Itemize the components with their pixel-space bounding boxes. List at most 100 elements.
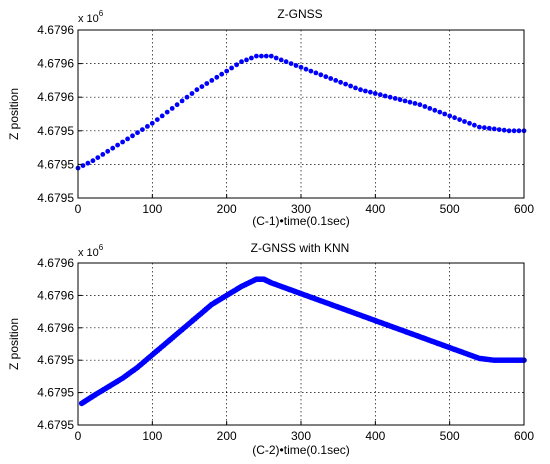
x-tick-label: 400 bbox=[365, 202, 385, 216]
data-point bbox=[363, 88, 368, 94]
data-point bbox=[130, 133, 135, 139]
data-point bbox=[407, 99, 413, 105]
data-point bbox=[229, 65, 235, 71]
x-tick-label: 0 bbox=[75, 429, 82, 443]
data-point bbox=[145, 124, 150, 129]
y-tick-label: 4.6795 bbox=[37, 418, 74, 432]
x-tick-label: 400 bbox=[365, 429, 385, 443]
data-point bbox=[184, 94, 190, 100]
data-point bbox=[95, 155, 101, 161]
data-point bbox=[491, 126, 497, 132]
y-axis-label: Z position bbox=[7, 88, 21, 140]
data-point bbox=[214, 74, 220, 80]
x-tick-label: 200 bbox=[217, 202, 237, 216]
x-tick-label: 300 bbox=[291, 429, 311, 443]
data-point bbox=[462, 119, 467, 124]
data-point bbox=[110, 145, 116, 151]
panel-z-gnss-knn: Z-GNSS with KNN x 106 0 100 200 300 400 500 60… bbox=[7, 241, 534, 457]
data-point bbox=[179, 98, 185, 104]
data-point bbox=[477, 124, 482, 130]
data-point bbox=[392, 96, 398, 101]
data-point bbox=[516, 128, 522, 134]
data-point bbox=[115, 142, 120, 148]
data-point bbox=[402, 98, 408, 104]
x-tick-label: 300 bbox=[291, 202, 311, 216]
data-point bbox=[457, 117, 462, 122]
data-point bbox=[442, 111, 448, 117]
x-tick-label: 600 bbox=[514, 429, 534, 443]
data-point bbox=[298, 64, 304, 70]
x-tick-label: 0 bbox=[75, 202, 82, 216]
data-point bbox=[273, 55, 279, 61]
y-tick-label: 4.6796 bbox=[37, 288, 74, 302]
data-point bbox=[149, 120, 155, 126]
data-point bbox=[224, 68, 230, 74]
data-point bbox=[437, 109, 443, 115]
data-point bbox=[353, 85, 358, 91]
data-point bbox=[174, 102, 180, 108]
data-point bbox=[219, 71, 225, 77]
data-point bbox=[244, 57, 249, 63]
x-tick-label: 100 bbox=[142, 429, 162, 443]
data-markers bbox=[75, 53, 527, 171]
grid-lines bbox=[78, 263, 524, 425]
data-point bbox=[382, 93, 388, 99]
x-tick-label: 500 bbox=[440, 429, 460, 443]
exponent-label: x 106 bbox=[78, 9, 104, 25]
x-tick-label: 200 bbox=[217, 429, 237, 443]
data-point bbox=[85, 160, 91, 166]
data-point bbox=[417, 102, 423, 108]
data-point bbox=[194, 87, 200, 93]
x-tick-label: 500 bbox=[440, 202, 460, 216]
axis-ticks: 0 100 200 300 400 500 600 4.6795 4.6795 4.6795 4.6… bbox=[37, 256, 534, 443]
y-tick-label: 4.6795 bbox=[37, 191, 74, 205]
data-point bbox=[452, 115, 457, 121]
data-point bbox=[308, 68, 314, 74]
y-axis-label: Z position bbox=[7, 318, 21, 370]
data-point bbox=[259, 53, 264, 59]
data-point bbox=[159, 113, 165, 119]
data-point bbox=[328, 76, 334, 81]
data-point bbox=[348, 83, 353, 89]
data-point bbox=[164, 109, 170, 115]
data-point bbox=[486, 125, 492, 131]
data-point bbox=[496, 127, 502, 132]
x-axis-label: (C-1)•time(0.1sec) bbox=[252, 214, 350, 228]
y-tick-label: 4.6796 bbox=[37, 321, 74, 335]
data-point bbox=[303, 66, 309, 72]
data-point bbox=[511, 128, 517, 134]
y-tick-label: 4.6795 bbox=[37, 386, 74, 400]
data-point bbox=[501, 127, 507, 133]
y-tick-label: 4.6796 bbox=[37, 90, 74, 104]
panel-z-gnss: Z-GNSS x 106 0 100 200 300 400 500 600 4.6795 4.… bbox=[7, 7, 534, 228]
data-point bbox=[467, 120, 472, 126]
chart-title: Z-GNSS bbox=[277, 7, 322, 21]
y-tick-label: 4.6796 bbox=[37, 23, 74, 37]
y-tick-label: 4.6795 bbox=[37, 124, 74, 138]
data-point bbox=[372, 91, 378, 96]
data-point bbox=[318, 72, 324, 78]
data-point bbox=[293, 63, 299, 68]
y-tick-label: 4.6796 bbox=[37, 57, 74, 71]
data-point bbox=[333, 78, 339, 83]
data-point bbox=[377, 92, 383, 98]
data-point bbox=[343, 81, 348, 87]
y-tick-label: 4.6795 bbox=[37, 157, 74, 171]
y-tick-label: 4.6796 bbox=[37, 256, 74, 270]
data-point bbox=[338, 79, 343, 85]
data-point bbox=[120, 139, 125, 145]
data-point bbox=[278, 57, 284, 63]
data-point bbox=[140, 127, 145, 132]
data-point bbox=[254, 53, 259, 59]
data-point bbox=[427, 106, 433, 111]
data-point bbox=[313, 70, 319, 76]
data-point bbox=[288, 61, 294, 66]
x-tick-label: 600 bbox=[514, 202, 534, 216]
axis-ticks: 0 100 200 300 400 500 600 4.6795 4.6795 4.6795 4.6… bbox=[37, 23, 534, 216]
data-point bbox=[154, 117, 160, 122]
data-point bbox=[323, 74, 329, 80]
data-point bbox=[447, 113, 453, 119]
data-point bbox=[135, 130, 140, 136]
exponent-label: x 106 bbox=[78, 243, 104, 259]
